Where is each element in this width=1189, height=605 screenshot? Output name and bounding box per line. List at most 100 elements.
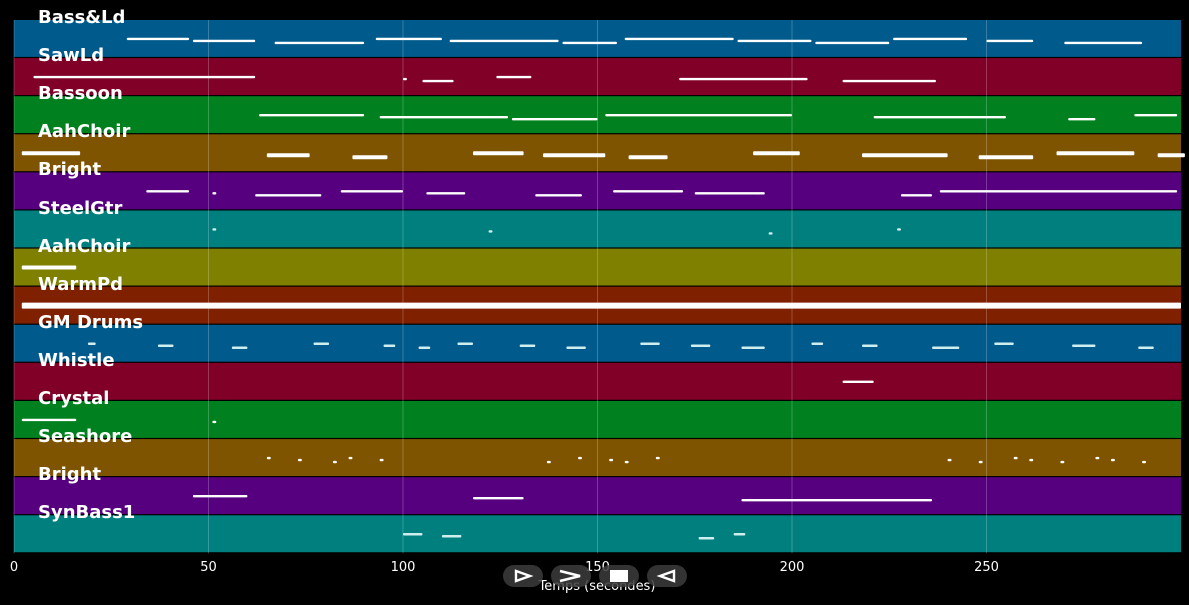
fast-forward-icon: [559, 569, 581, 583]
note-segment: [340, 190, 403, 193]
track-band: [14, 362, 1181, 400]
note-segment: [21, 151, 81, 156]
note-segment: [546, 460, 551, 464]
x-tick-label: 200: [779, 560, 805, 575]
note-segment: [733, 533, 746, 536]
note-segment: [449, 39, 559, 43]
note-segment: [862, 153, 948, 158]
note-segment: [978, 460, 983, 464]
track-label: SteelGtr: [38, 197, 123, 219]
note-segment: [426, 192, 466, 195]
note-segment: [266, 456, 271, 460]
note-segment: [986, 39, 1034, 43]
note-segment: [1157, 153, 1185, 158]
note-segment: [562, 41, 617, 45]
note-segment: [900, 194, 933, 197]
note-segment: [379, 115, 509, 119]
note-segment: [566, 346, 586, 349]
note-segment: [753, 151, 800, 156]
x-tick-label: 50: [200, 560, 217, 575]
track-label: Whistle: [38, 349, 115, 371]
note-segment: [842, 380, 874, 384]
note-segment: [932, 346, 960, 349]
note-segment: [1072, 344, 1096, 347]
note-segment: [332, 460, 337, 464]
rewind-icon: [656, 569, 676, 583]
note-segment: [679, 77, 808, 81]
track-label: WarmPd: [38, 273, 124, 295]
note-segment: [21, 265, 77, 270]
note-segment: [422, 79, 454, 83]
note-segment: [613, 190, 684, 193]
note-segment: [231, 346, 248, 349]
note-segment: [1142, 460, 1146, 464]
note-segment: [978, 155, 1034, 160]
note-segment: [535, 194, 582, 197]
note-segment: [1138, 346, 1154, 349]
note-segment: [519, 344, 536, 347]
note-segment: [496, 75, 532, 79]
note-segment: [893, 37, 968, 41]
note-segment: [348, 456, 353, 460]
note-segment: [842, 79, 936, 83]
note-segment: [578, 456, 582, 460]
note-segment: [543, 153, 606, 158]
track-label: Bright: [38, 464, 102, 486]
note-segment: [259, 113, 365, 117]
track-band: [14, 401, 1181, 438]
note-segment: [212, 228, 217, 231]
track-label: AahChoir: [38, 235, 131, 257]
note-segment: [255, 194, 322, 197]
track-band: [14, 515, 1181, 553]
track-band: [14, 134, 1181, 172]
track-band: [14, 248, 1181, 286]
track-band: [14, 439, 1181, 476]
x-tick-label: 100: [390, 560, 416, 575]
track-label: Crystal: [38, 388, 110, 409]
note-segment: [473, 496, 524, 500]
note-segment: [1068, 117, 1096, 121]
note-segment: [741, 346, 765, 349]
note-segment: [939, 190, 1178, 193]
note-segment: [473, 151, 524, 156]
stop-icon: [610, 570, 628, 582]
play-button[interactable]: [503, 565, 543, 587]
note-segment: [1064, 41, 1143, 45]
note-segment: [1110, 458, 1115, 462]
play-icon: [514, 569, 534, 583]
note-segment: [87, 342, 96, 345]
x-tick-label: 250: [974, 560, 999, 575]
note-segment: [1056, 151, 1135, 156]
note-segment: [811, 342, 824, 345]
track-label: Bright: [38, 159, 102, 181]
note-segment: [698, 537, 715, 540]
note-segment: [609, 458, 614, 462]
fast-forward-button[interactable]: [551, 565, 591, 587]
note-segment: [815, 41, 890, 45]
note-segment: [33, 75, 256, 79]
stop-button[interactable]: [599, 565, 639, 587]
track-band: [14, 96, 1181, 134]
note-segment: [192, 39, 256, 43]
note-segment: [947, 458, 952, 462]
note-segment: [694, 192, 765, 195]
note-segment: [418, 346, 431, 349]
note-segment: [403, 533, 423, 536]
note-segment: [624, 37, 734, 41]
note-segment: [897, 228, 901, 231]
track-label: Bassoon: [38, 83, 123, 105]
note-segment: [441, 535, 462, 538]
track-label: SynBass1: [38, 502, 136, 524]
note-segment: [21, 418, 77, 422]
note-segment: [511, 117, 598, 121]
track-band: [14, 324, 1181, 362]
track-label: Bass&Ld: [38, 7, 126, 28]
note-segment: [1029, 458, 1034, 462]
note-segment: [1060, 460, 1065, 464]
track-label: Seashore: [38, 426, 133, 448]
note-segment: [873, 115, 1006, 119]
rewind-button[interactable]: [647, 565, 687, 587]
note-segment: [457, 342, 474, 345]
note-segment: [212, 420, 217, 424]
note-segment: [375, 37, 442, 41]
